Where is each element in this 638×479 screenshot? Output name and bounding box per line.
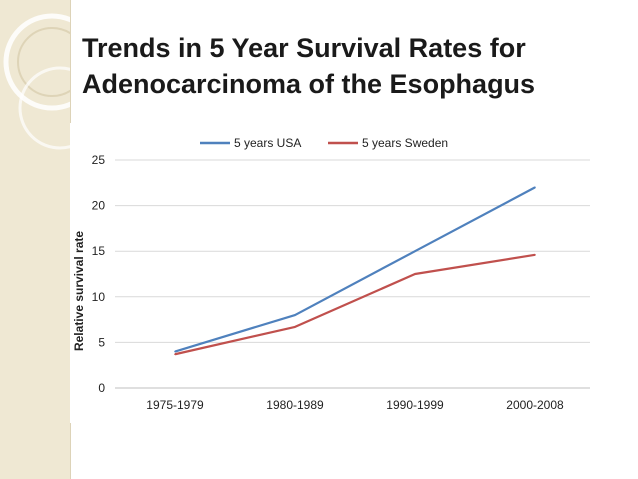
y-tick-label-5: 5 bbox=[98, 335, 105, 349]
grid-layer bbox=[115, 159, 590, 389]
x-tick-label-1: 1980-1989 bbox=[266, 398, 324, 412]
legend-layer: 5 years USA 5 years Sweden bbox=[200, 136, 448, 150]
series-0-point-3 bbox=[534, 186, 536, 189]
series-layer bbox=[174, 186, 536, 356]
slide-title: Trends in 5 Year Survival Rates for Aden… bbox=[82, 30, 627, 102]
axis-layer: 0 5 10 15 20 25 1975-1979 1980-1989 1990-1999 200… bbox=[92, 153, 564, 412]
y-tick-label-0: 0 bbox=[98, 381, 105, 395]
legend-label-1: 5 years Sweden bbox=[362, 136, 448, 150]
series-0-point-2 bbox=[414, 250, 416, 252]
x-tick-label-2: 1990-1999 bbox=[386, 398, 444, 412]
y-tick-label-10: 10 bbox=[92, 290, 106, 304]
series-0-point-1 bbox=[294, 314, 296, 316]
series-line-0 bbox=[174, 186, 536, 353]
x-tick-label-3: 2000-2008 bbox=[506, 398, 564, 412]
y-tick-label-25: 25 bbox=[92, 153, 106, 167]
y-tick-label-15: 15 bbox=[92, 244, 106, 258]
decorative-arcs bbox=[3, 13, 70, 150]
survival-line-chart: 0 5 10 15 20 25 1975-1979 1980-1989 1990-1999 200… bbox=[72, 136, 590, 412]
slide-title-line-1: Trends in 5 Year Survival Rates for bbox=[82, 33, 526, 63]
x-tick-label-0: 1975-1979 bbox=[146, 398, 204, 412]
series-0-point-0 bbox=[174, 350, 176, 353]
y-tick-label-20: 20 bbox=[92, 199, 106, 213]
series-1-point-3 bbox=[534, 254, 536, 256]
chart-panel: 0 5 10 15 20 25 1975-1979 1980-1989 1990-1999 200… bbox=[70, 123, 610, 423]
series-1-point-1 bbox=[294, 326, 296, 328]
series-line-1 bbox=[174, 253, 536, 356]
y-axis-label: Relative survival rate bbox=[72, 231, 86, 351]
legend-label-0: 5 years USA bbox=[234, 136, 301, 150]
series-1-point-0 bbox=[174, 353, 176, 356]
slide-title-line-2: Adenocarcinoma of the Esophagus bbox=[82, 69, 536, 99]
series-1-point-2 bbox=[414, 273, 416, 275]
decorative-side-strip bbox=[0, 0, 71, 479]
